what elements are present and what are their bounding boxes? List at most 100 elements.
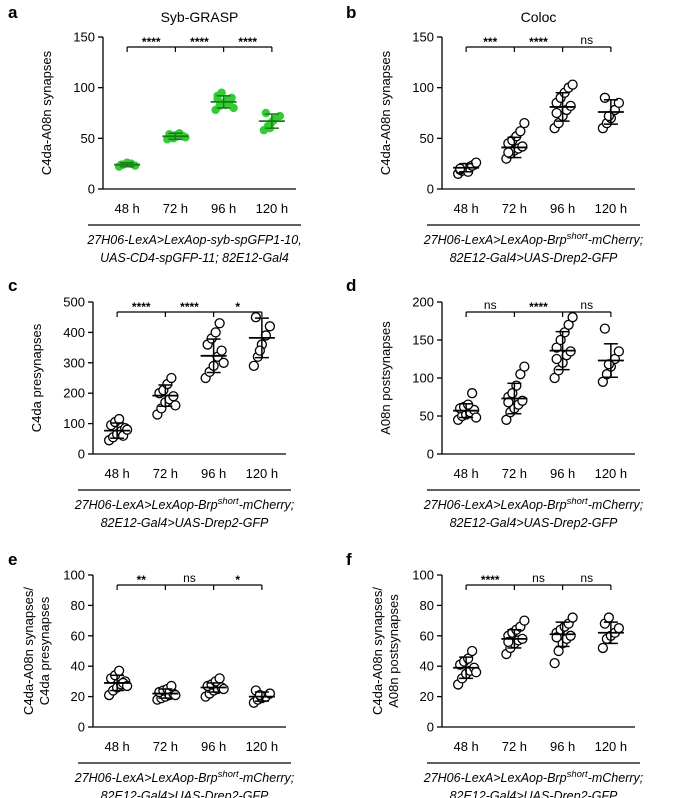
- data-point: [567, 612, 578, 623]
- significance-label: ns: [484, 298, 497, 312]
- x-tick-label: 48 h: [104, 739, 129, 754]
- data-point: [503, 147, 514, 158]
- data-point: [597, 642, 609, 654]
- y-tick-label: 100: [412, 80, 434, 95]
- significance-label: ***: [483, 35, 497, 49]
- data-point: [466, 645, 478, 657]
- panel-letter: a: [8, 3, 18, 22]
- data-point: [254, 345, 266, 356]
- data-point: [181, 133, 190, 142]
- data-point: [567, 312, 578, 323]
- y-tick-label: 400: [63, 325, 85, 340]
- panel-title: Syb-GRASP: [161, 9, 239, 25]
- y-axis-label: A08n postsynapses: [378, 321, 393, 435]
- x-tick-label: 48 h: [104, 466, 129, 481]
- data-point: [213, 94, 222, 104]
- data-point: [248, 360, 260, 371]
- data-point: [511, 380, 522, 391]
- x-tick-label: 96 h: [550, 466, 575, 481]
- y-axis-label: C4da-A08n synapses: [39, 50, 54, 175]
- significance-label: *: [235, 300, 240, 314]
- panel-c: c 0 100 200 300 400 500 C4da presynapses 48 h 72 …: [8, 276, 295, 530]
- y-tick-label: 150: [412, 333, 434, 348]
- x-tick-label: 96 h: [211, 201, 236, 216]
- y-axis-label: A08n postsynapses: [386, 594, 401, 708]
- y-tick-label: 80: [420, 598, 434, 613]
- genotype-label: 27H06-LexA>LexAop-Brpshort-mCherry;: [423, 231, 644, 247]
- data-point: [113, 665, 125, 676]
- panel-letter: e: [8, 550, 17, 569]
- genotype-label: 27H06-LexA>LexAop-Brpshort-mCherry;: [74, 769, 295, 785]
- significance-label: ****: [142, 35, 161, 49]
- data-point: [613, 97, 625, 109]
- x-tick-label: 120 h: [246, 466, 279, 481]
- panel-d: d 0 50 100 150 200 A08n postsynapses 48 h 72 h 96…: [346, 276, 644, 530]
- data-point: [603, 612, 615, 623]
- x-tick-label: 72 h: [153, 739, 178, 754]
- x-tick-label: 120 h: [595, 466, 628, 481]
- genotype-label: 82E12-Gal4>UAS-Drep2-GFP: [450, 516, 618, 530]
- significance-label: ****: [529, 35, 548, 49]
- y-tick-label: 100: [412, 371, 434, 386]
- data-point: [121, 424, 133, 435]
- significance-label: ****: [132, 300, 151, 314]
- significance-label: ns: [580, 298, 593, 312]
- genotype-label: 82E12-Gal4>UAS-Drep2-GFP: [450, 251, 618, 265]
- data-point: [229, 103, 238, 113]
- data-point: [599, 323, 611, 334]
- x-tick-label: 48 h: [453, 466, 478, 481]
- panel-letter: c: [8, 276, 17, 295]
- y-axis-label: C4da presynapses: [29, 323, 44, 432]
- significance-label: *: [235, 573, 240, 587]
- y-tick-label: 150: [73, 30, 95, 45]
- y-tick-label: 100: [63, 568, 85, 583]
- y-tick-label: 300: [63, 355, 85, 370]
- data-point: [519, 615, 530, 626]
- significance-label: ns: [580, 33, 593, 47]
- data-point: [613, 346, 625, 357]
- data-point: [565, 630, 576, 641]
- data-point: [517, 141, 528, 152]
- significance-label: ****: [190, 35, 209, 49]
- y-axis-label: C4da-A08n synapses: [378, 50, 393, 175]
- y-tick-label: 0: [427, 447, 434, 462]
- y-tick-label: 20: [71, 689, 85, 704]
- data-point: [269, 115, 279, 125]
- y-tick-label: 50: [81, 131, 95, 146]
- x-tick-label: 120 h: [595, 201, 628, 216]
- x-tick-label: 120 h: [595, 739, 628, 754]
- y-axis-label: C4da-A08n synapses/: [21, 587, 36, 715]
- x-tick-label: 96 h: [550, 201, 575, 216]
- x-tick-label: 72 h: [153, 466, 178, 481]
- y-tick-label: 500: [63, 295, 85, 310]
- data-point: [603, 110, 615, 122]
- data-point: [519, 361, 530, 372]
- panel-f: f 0 20 40 60 80 100 C4da-A08n synapses/A08n pos…: [346, 550, 644, 798]
- data-point: [216, 345, 227, 356]
- data-point: [217, 88, 226, 97]
- data-point: [551, 107, 562, 119]
- data-point: [214, 673, 225, 684]
- y-tick-label: 100: [412, 568, 434, 583]
- panel-a: a Syb-GRASP 0 50 100 150 C4da-A08n synapses 48 …: [8, 3, 302, 265]
- data-point: [551, 353, 562, 365]
- genotype-label: UAS-CD4-spGFP-11; 82E12-Gal4: [100, 251, 289, 265]
- x-tick-label: 96 h: [550, 739, 575, 754]
- y-tick-label: 0: [78, 720, 85, 735]
- x-tick-label: 120 h: [256, 201, 289, 216]
- x-tick-label: 72 h: [163, 201, 188, 216]
- x-tick-label: 48 h: [114, 201, 139, 216]
- y-tick-label: 100: [63, 416, 85, 431]
- significance-label: ****: [238, 35, 257, 49]
- y-tick-label: 150: [412, 30, 434, 45]
- genotype-label: 82E12-Gal4>UAS-Drep2-GFP: [101, 516, 269, 530]
- y-tick-label: 0: [427, 182, 434, 197]
- panel-letter: d: [346, 276, 356, 295]
- data-point: [170, 400, 181, 411]
- data-point: [567, 79, 578, 90]
- panel-b: b Coloc 0 50 100 150 C4da-A08n synapses 48 h 72 …: [346, 3, 644, 265]
- panel-e: e 0 20 40 60 80 100 C4da-A08n synapses/C4da pre…: [8, 550, 295, 798]
- x-tick-label: 96 h: [201, 466, 226, 481]
- x-tick-label: 72 h: [502, 466, 527, 481]
- y-tick-label: 0: [88, 182, 95, 197]
